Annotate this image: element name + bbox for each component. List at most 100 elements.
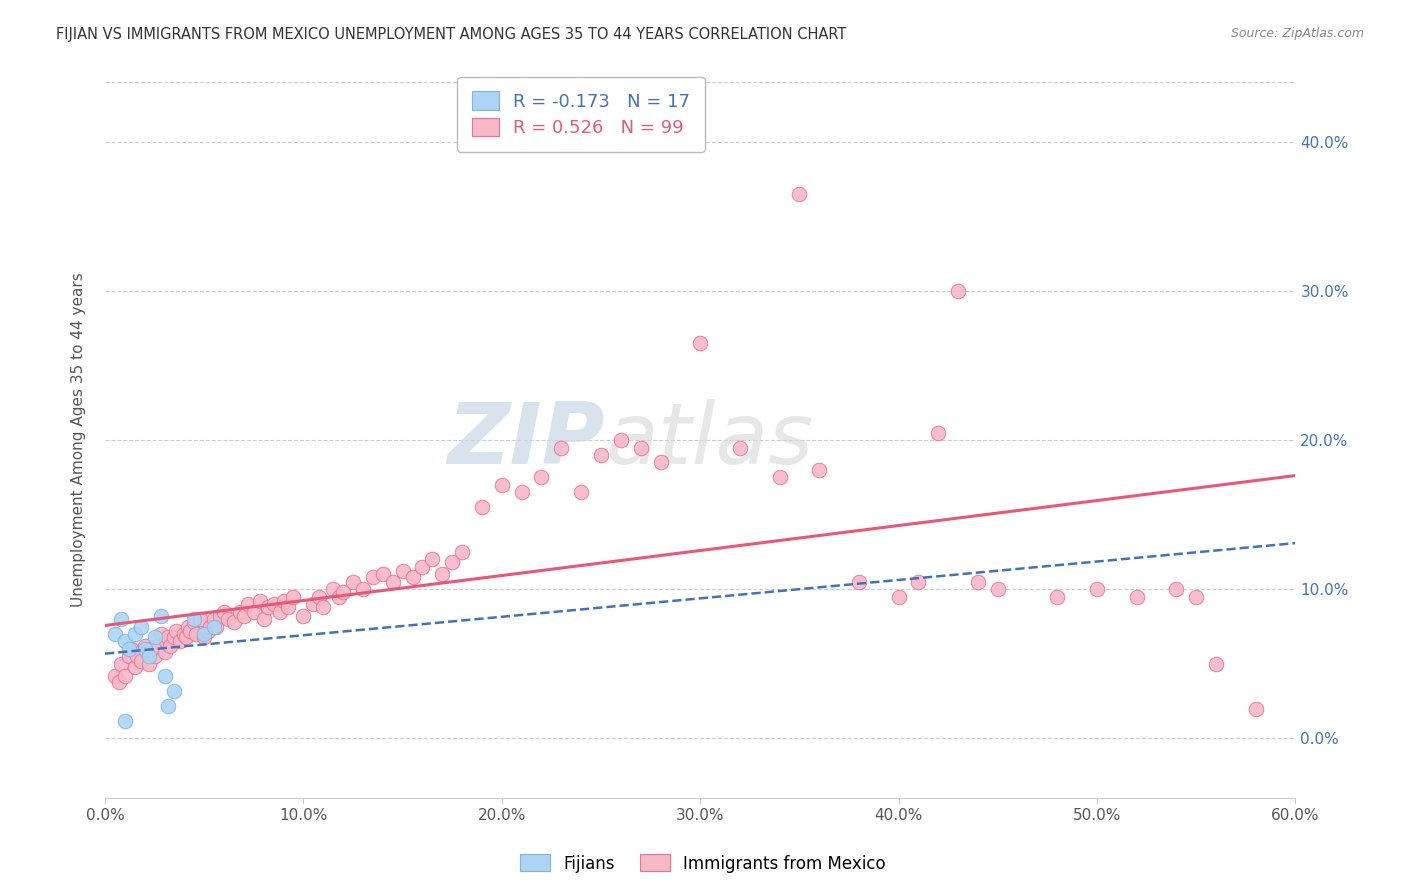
Point [129,619,152,633]
Point [212,605,235,619]
Legend: Fijians, Immigrants from Mexico: Fijians, Immigrants from Mexico [513,847,893,880]
Point [381,574,404,589]
Point [135,645,157,659]
Point [163,683,186,698]
Point [110,657,132,671]
Point [159,639,181,653]
Legend: R = -0.173   N = 17, R = 0.526   N = 99: R = -0.173 N = 17, R = 0.526 N = 99 [457,77,704,152]
Point [114,634,136,648]
Text: Source: ZipAtlas.com: Source: ZipAtlas.com [1230,27,1364,40]
Point [277,600,299,615]
Point [292,609,315,624]
Point [143,630,166,644]
Point [138,657,160,671]
Point [332,585,354,599]
Point [169,634,191,648]
Point [510,485,533,500]
Point [630,441,652,455]
Point [887,590,910,604]
Point [569,485,592,500]
Point [202,612,225,626]
Point [1046,590,1069,604]
Point [308,590,330,604]
Point [153,645,176,659]
Point [401,570,423,584]
Point [125,649,148,664]
Point [352,582,374,597]
Point [967,574,990,589]
Point [229,605,252,619]
Point [342,574,364,589]
Point [222,615,245,629]
Point [391,565,413,579]
Point [273,594,295,608]
Point [149,627,172,641]
Point [177,619,200,633]
Point [118,649,141,664]
Point [202,619,225,633]
Point [451,545,474,559]
Point [411,560,433,574]
Point [198,619,221,633]
Point [848,574,870,589]
Point [1244,701,1267,715]
Point [124,627,146,641]
Point [183,612,205,626]
Point [176,630,198,644]
Point [491,478,513,492]
Point [138,649,160,664]
Point [689,336,711,351]
Point [371,567,394,582]
Y-axis label: Unemployment Among Ages 35 to 44 years: Unemployment Among Ages 35 to 44 years [72,273,86,607]
Point [471,500,494,515]
Point [422,552,444,566]
Point [789,187,811,202]
Point [193,627,215,641]
Point [104,627,127,641]
Point [110,612,132,626]
Point [104,669,127,683]
Point [432,567,454,582]
Point [155,634,177,648]
Point [232,609,254,624]
Point [124,660,146,674]
Point [808,463,831,477]
Point [589,448,612,462]
Point [157,630,180,644]
Point [927,425,949,440]
Point [118,641,141,656]
Point [1125,590,1147,604]
Point [312,600,335,615]
Point [550,441,572,455]
Point [179,624,201,638]
Point [209,609,232,624]
Point [145,639,167,653]
Point [205,619,228,633]
Point [186,627,208,641]
Point [165,624,187,638]
Point [108,674,131,689]
Point [610,433,633,447]
Point [163,630,186,644]
Text: FIJIAN VS IMMIGRANTS FROM MEXICO UNEMPLOYMENT AMONG AGES 35 TO 44 YEARS CORRELAT: FIJIAN VS IMMIGRANTS FROM MEXICO UNEMPLO… [56,27,846,42]
Point [328,590,350,604]
Point [361,570,384,584]
Point [249,594,271,608]
Point [441,556,464,570]
Point [253,612,276,626]
Point [1166,582,1188,597]
Point [114,714,136,728]
Point [269,605,291,619]
Point [283,590,305,604]
Point [120,641,142,656]
Point [236,597,259,611]
Point [149,609,172,624]
Point [139,641,162,656]
Point [143,649,166,664]
Text: atlas: atlas [605,399,813,482]
Point [907,574,929,589]
Text: ZIP: ZIP [447,399,605,482]
Point [243,605,266,619]
Point [114,669,136,683]
Point [322,582,344,597]
